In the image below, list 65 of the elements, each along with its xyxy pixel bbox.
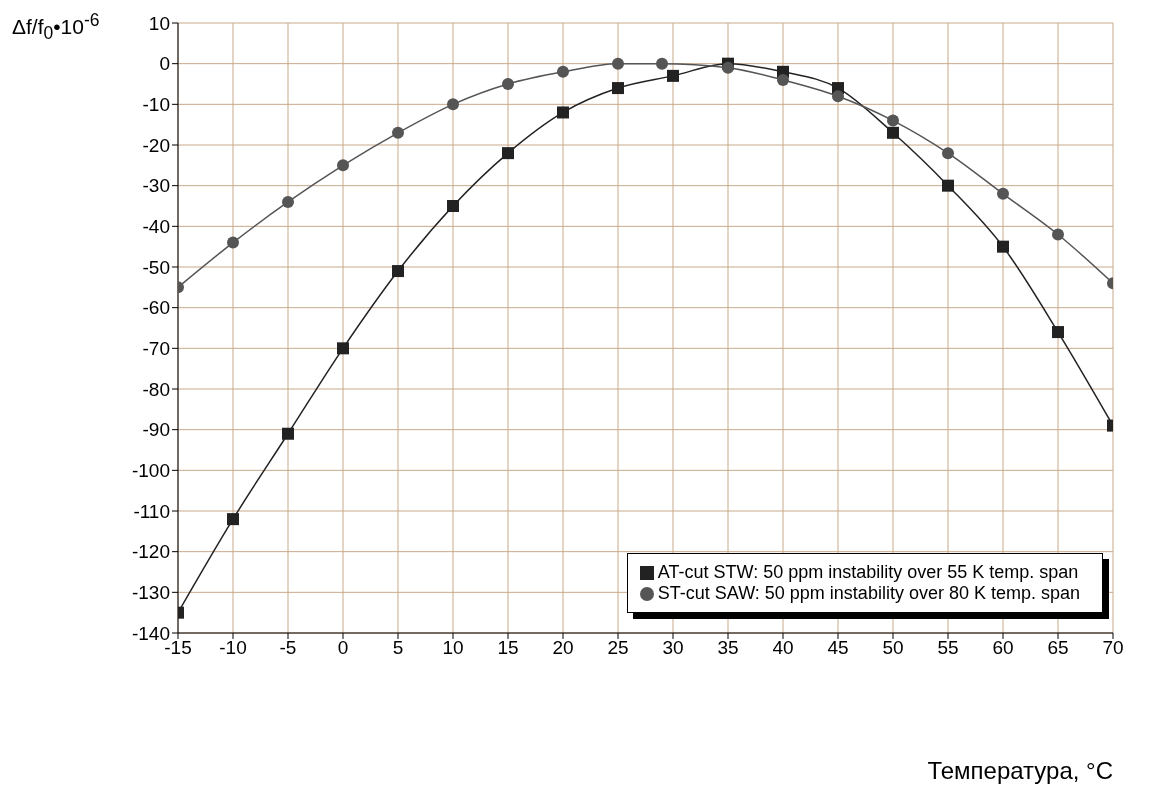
y-axis-title: Δf/f$_{0}$•10$^{-6}$ bbox=[12, 10, 100, 45]
x-tick-label: -5 bbox=[279, 637, 297, 659]
point bbox=[447, 98, 459, 111]
y-tick-label: -60 bbox=[142, 297, 170, 319]
point bbox=[447, 200, 459, 212]
point bbox=[1052, 326, 1064, 339]
legend-label: AT-cut STW: 50 ppm instability over 55 K temp. span bbox=[657, 562, 1079, 582]
y-tick-label: 0 bbox=[159, 53, 170, 75]
y-tick-label: -20 bbox=[142, 134, 170, 156]
x-tick-label: 25 bbox=[607, 637, 629, 659]
y-tick-label: -50 bbox=[142, 256, 170, 278]
x-tick-label: 60 bbox=[992, 637, 1014, 659]
point bbox=[997, 187, 1009, 200]
x-tick-label: 35 bbox=[717, 637, 739, 659]
point bbox=[942, 179, 954, 192]
point bbox=[392, 265, 404, 278]
point bbox=[337, 159, 349, 172]
point bbox=[612, 82, 624, 95]
point bbox=[282, 195, 294, 208]
point bbox=[777, 73, 789, 86]
x-tick-label: 55 bbox=[937, 637, 959, 659]
y-tick-label: 10 bbox=[148, 12, 170, 34]
x-tick-label: 0 bbox=[337, 637, 349, 659]
x-tick-label: 5 bbox=[392, 637, 404, 659]
point bbox=[337, 342, 349, 355]
x-tick-label: 20 bbox=[552, 637, 574, 659]
point bbox=[887, 114, 899, 127]
point bbox=[832, 90, 844, 103]
y-tick-label: -120 bbox=[131, 541, 170, 563]
legend-label: ST-cut SAW: 50 ppm instability over 80 K temp. span bbox=[657, 583, 1080, 603]
point bbox=[887, 126, 899, 139]
y-tick-label: -30 bbox=[142, 175, 170, 197]
x-tick-label: -10 bbox=[219, 637, 247, 659]
x-axis-title: Температура, °C bbox=[927, 757, 1113, 785]
point bbox=[667, 69, 679, 82]
y-tick-label: -90 bbox=[142, 419, 170, 441]
y-tick-label: -40 bbox=[142, 216, 170, 238]
x-tick-label: 40 bbox=[772, 637, 794, 659]
y-tick-label: -80 bbox=[142, 378, 170, 400]
point bbox=[557, 106, 569, 119]
point bbox=[557, 65, 569, 78]
y-tick-label: -10 bbox=[142, 94, 170, 116]
point bbox=[1052, 228, 1064, 241]
y-tick-label: -70 bbox=[142, 338, 170, 360]
y-tick-label: -130 bbox=[131, 582, 170, 604]
x-tick-label: 30 bbox=[662, 637, 684, 659]
x-tick-label: 65 bbox=[1047, 637, 1069, 659]
point bbox=[282, 427, 294, 440]
x-tick-label: 10 bbox=[442, 637, 464, 659]
point bbox=[612, 57, 624, 70]
point bbox=[227, 513, 239, 526]
x-tick-label: 15 bbox=[497, 637, 519, 659]
point bbox=[502, 147, 514, 160]
x-tick-label: 45 bbox=[827, 637, 849, 659]
x-tick-label: 70 bbox=[1102, 637, 1124, 659]
y-tick-label: -110 bbox=[133, 500, 170, 522]
point bbox=[942, 147, 954, 160]
point bbox=[227, 236, 239, 249]
y-tick-label: -100 bbox=[131, 460, 170, 482]
point bbox=[392, 126, 404, 139]
point bbox=[722, 61, 734, 74]
point bbox=[656, 57, 668, 70]
point bbox=[502, 78, 514, 90]
point bbox=[997, 240, 1009, 253]
x-tick-label: 50 bbox=[882, 637, 904, 659]
